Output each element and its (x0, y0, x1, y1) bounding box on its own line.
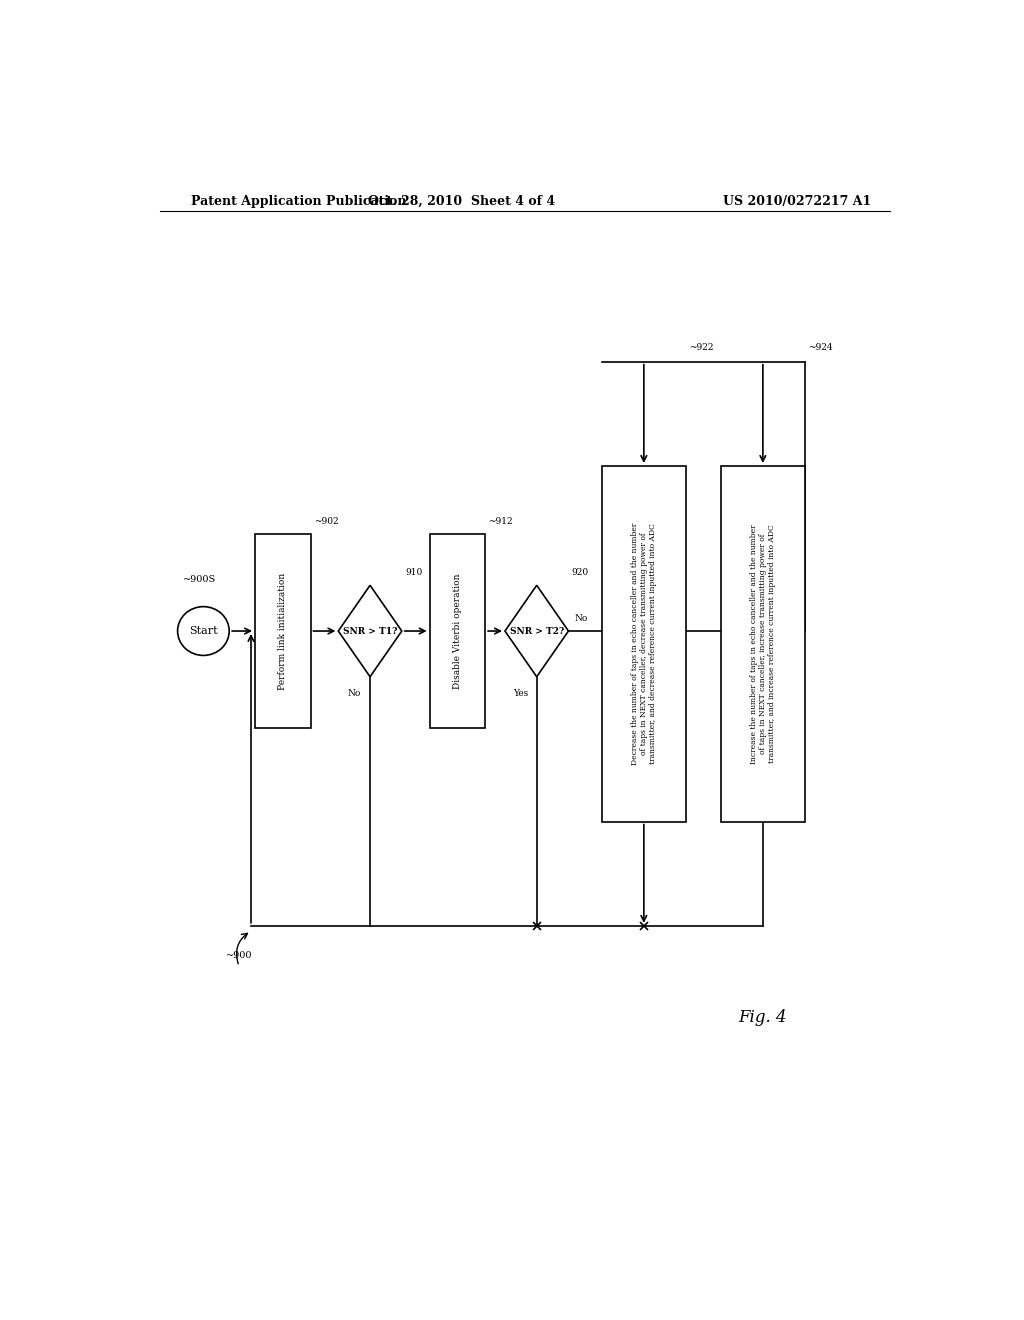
Text: Yes: Yes (513, 689, 528, 698)
Text: US 2010/0272217 A1: US 2010/0272217 A1 (723, 194, 871, 207)
Text: No: No (574, 614, 588, 623)
Text: ~900: ~900 (226, 952, 252, 960)
Text: ~900S: ~900S (183, 576, 216, 585)
Text: ~912: ~912 (488, 517, 513, 527)
Ellipse shape (177, 607, 229, 656)
Text: Increase the number of taps in echo canceller and the number
of taps in NEXT can: Increase the number of taps in echo canc… (750, 524, 776, 763)
Text: Start: Start (189, 626, 218, 636)
Text: ~924: ~924 (808, 342, 833, 351)
FancyBboxPatch shape (430, 535, 485, 727)
Text: Decrease the number of taps in echo canceller and the number
of taps in NEXT can: Decrease the number of taps in echo canc… (631, 523, 657, 764)
FancyBboxPatch shape (721, 466, 805, 821)
Text: ~902: ~902 (313, 517, 338, 527)
Text: Perform link initialization: Perform link initialization (279, 573, 288, 689)
Text: Disable Viterbi operation: Disable Viterbi operation (453, 573, 462, 689)
Text: 920: 920 (571, 568, 589, 577)
Polygon shape (505, 585, 568, 677)
Text: 910: 910 (404, 568, 422, 577)
Text: No: No (347, 689, 360, 698)
Text: Oct. 28, 2010  Sheet 4 of 4: Oct. 28, 2010 Sheet 4 of 4 (368, 194, 555, 207)
Polygon shape (338, 585, 401, 677)
Text: SNR > T2?: SNR > T2? (510, 627, 564, 635)
FancyBboxPatch shape (602, 466, 685, 821)
Text: Fig. 4: Fig. 4 (738, 1008, 787, 1026)
Text: Patent Application Publication: Patent Application Publication (191, 194, 407, 207)
FancyBboxPatch shape (255, 535, 310, 727)
Text: SNR > T1?: SNR > T1? (343, 627, 397, 635)
Text: ~922: ~922 (689, 342, 713, 351)
